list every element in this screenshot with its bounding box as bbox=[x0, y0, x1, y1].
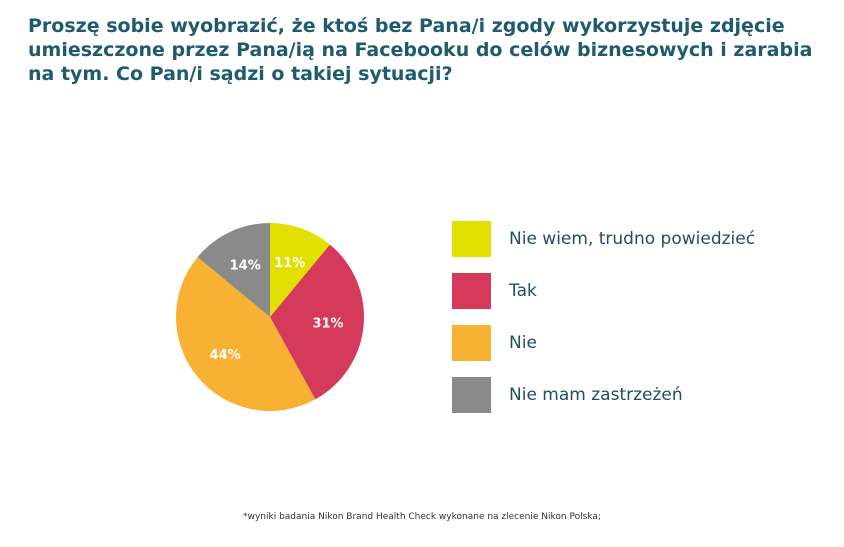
pie-slice-label-4: 14% bbox=[230, 258, 261, 273]
pie-slice-label-2: 31% bbox=[312, 316, 343, 331]
legend: Nie wiem, trudno powiedzieć Tak Nie Nie mam… bbox=[452, 221, 755, 429]
legend-label: Nie wiem, trudno powiedzieć bbox=[509, 229, 756, 249]
pie-slice-label-1: 11% bbox=[274, 256, 305, 271]
legend-label: Nie mam zastrzeżeń bbox=[509, 385, 683, 405]
pie-slice-2 bbox=[270, 244, 364, 400]
legend-label: Tak bbox=[509, 281, 537, 301]
pie-chart: 11% 31% 44% 14% bbox=[176, 223, 364, 411]
pie-slice-label-3: 44% bbox=[210, 348, 241, 363]
legend-swatch bbox=[452, 325, 491, 361]
legend-item-4: Nie mam zastrzeżeń bbox=[452, 377, 755, 413]
legend-swatch bbox=[452, 273, 491, 309]
legend-swatch bbox=[452, 221, 491, 257]
pie-slice-1 bbox=[270, 223, 330, 317]
legend-item-1: Nie wiem, trudno powiedzieć bbox=[452, 221, 755, 257]
footnote: *wyniki badania Nikon Brand Health Check… bbox=[243, 512, 601, 522]
legend-item-3: Nie bbox=[452, 325, 755, 361]
legend-label: Nie bbox=[509, 333, 537, 353]
chart-title: Proszę sobie wyobrazić, że ktoś bez Pana… bbox=[28, 15, 813, 85]
legend-swatch bbox=[452, 377, 491, 413]
pie-slice-3 bbox=[176, 257, 316, 411]
pie-slice-4 bbox=[197, 223, 270, 317]
legend-item-2: Tak bbox=[452, 273, 755, 309]
